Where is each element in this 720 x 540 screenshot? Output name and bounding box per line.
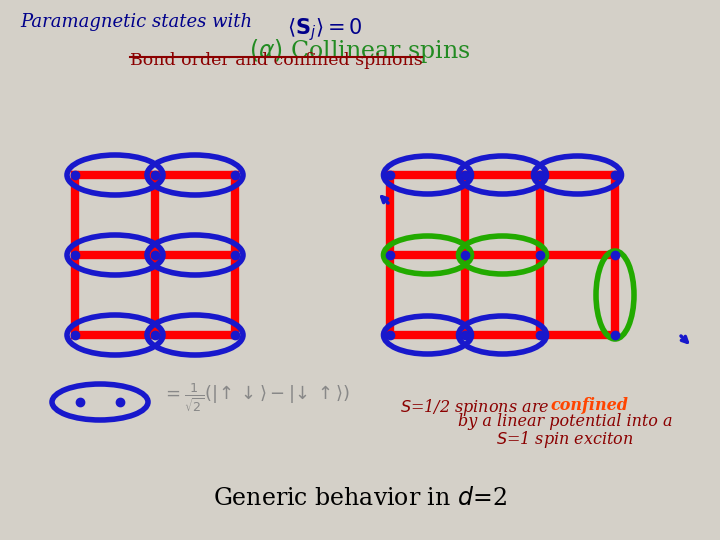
Text: confined: confined [550,397,628,414]
Text: $\langle \mathbf{S}_j \rangle = 0$: $\langle \mathbf{S}_j \rangle = 0$ [287,16,363,43]
Text: $S$=1 spin exciton: $S$=1 spin exciton [496,429,634,450]
Text: by a linear potential into a: by a linear potential into a [458,413,672,430]
Text: $S$=1/2 spinons are: $S$=1/2 spinons are [400,397,550,418]
Text: $(\alpha)$ Collinear spins: $(\alpha)$ Collinear spins [249,37,471,65]
Text: Paramagnetic states with: Paramagnetic states with [20,13,252,31]
Text: Bond order and confined spinons: Bond order and confined spinons [130,52,423,69]
Text: Generic behavior in $d$=2: Generic behavior in $d$=2 [213,487,507,510]
Text: $= \frac{1}{\sqrt{2}}\left(|\!\uparrow\downarrow\rangle - |\!\downarrow\uparrow\: $= \frac{1}{\sqrt{2}}\left(|\!\uparrow\d… [162,382,350,414]
